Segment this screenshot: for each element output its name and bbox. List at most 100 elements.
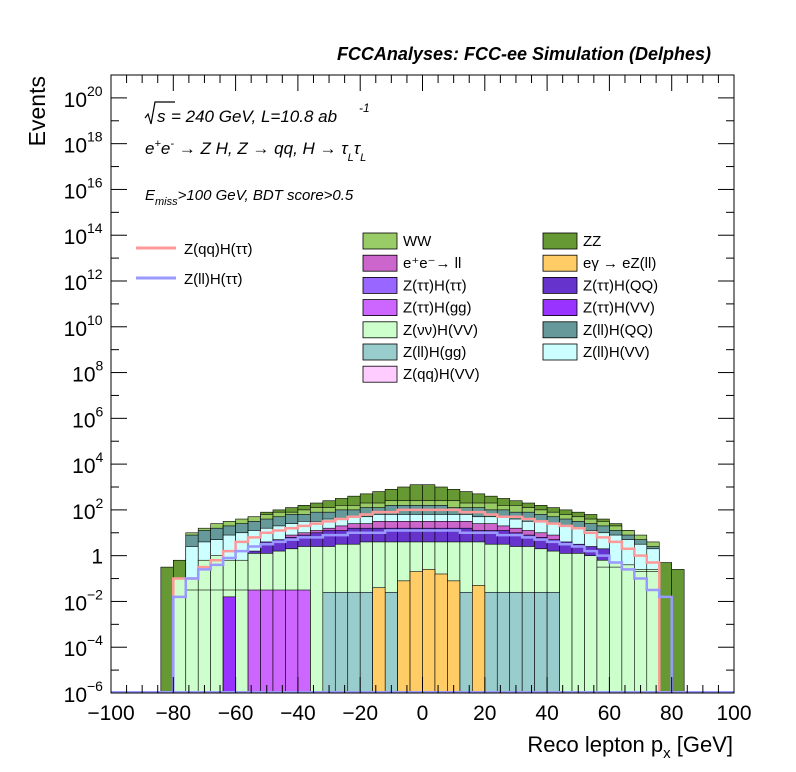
y-tick-exponent: 12 xyxy=(87,266,103,282)
legend-fill-swatch xyxy=(542,321,578,339)
stack-bar xyxy=(584,555,598,693)
legend-fill-swatch xyxy=(362,232,398,250)
x-tick-label: 40 xyxy=(535,702,558,725)
x-tick-label: 100 xyxy=(716,702,751,725)
y-tick-exponent: 14 xyxy=(87,220,103,236)
legend-fill-swatch xyxy=(362,343,398,361)
x-tick-label: −20 xyxy=(342,702,378,725)
y-tick-label: 1 xyxy=(91,546,103,569)
process-bar xyxy=(621,569,635,693)
legend-fill-label: Z(qq)H(VV) xyxy=(403,366,480,383)
legend-fill-label: WW xyxy=(403,233,432,250)
y-tick-label: 10 xyxy=(64,272,87,295)
process-bar xyxy=(634,571,648,693)
legend-fill-swatch xyxy=(362,365,398,383)
process-bar xyxy=(197,589,211,693)
energy-annotation-text: = 240 GeV, L=10.8 ab xyxy=(171,107,337,126)
legend-fill-swatch xyxy=(542,254,578,272)
stack-bar xyxy=(160,566,174,693)
y-tick-exponent: 10 xyxy=(87,312,103,328)
process-bar xyxy=(210,589,224,693)
process-bar xyxy=(285,589,299,693)
y-tick-label: 10 xyxy=(72,364,95,387)
legend-fill-swatch xyxy=(542,343,578,361)
legend-fill-swatch xyxy=(542,299,578,317)
process-bars xyxy=(222,596,236,693)
process-bar xyxy=(422,569,436,693)
legend: Z(qq)H(ττ) Z(ll)H(ττ) WW ZZ e⁺e⁻→ ll eγ → eZ(… xyxy=(136,232,658,383)
process-bar xyxy=(372,587,386,693)
signal-line xyxy=(160,508,685,693)
process-bar xyxy=(484,591,498,693)
process-bar xyxy=(447,580,461,693)
energy-annotation-exponent: -1 xyxy=(359,101,370,115)
y-tick-label: 10 xyxy=(64,638,87,661)
process-bar xyxy=(496,591,511,693)
legend-fill-label: Z(ll)H(VV) xyxy=(583,344,650,361)
y-tick-label: 10 xyxy=(64,592,87,615)
x-tick-label: −80 xyxy=(155,702,191,725)
process-bar xyxy=(247,589,261,693)
x-tick-label: −100 xyxy=(87,702,134,725)
legend-fill-label: eγ → eZ(ll) xyxy=(583,255,656,272)
legend-fill-swatch xyxy=(542,276,578,294)
process-bar xyxy=(397,580,411,693)
legend-fill-label: Z(ττ)H(gg) xyxy=(403,300,472,317)
signal-line xyxy=(160,529,685,693)
legend-fill-label: Z(ll)H(QQ) xyxy=(583,322,653,339)
process-bar xyxy=(322,591,336,693)
legend-fill-label: e⁺e⁻→ ll xyxy=(403,255,461,272)
process-bar xyxy=(260,589,274,693)
y-tick-label: 10 xyxy=(64,318,87,341)
plot-annotations: s = 240 GeV, L=10.8 ab -1 e+e- → Z H, Z → … xyxy=(144,101,370,208)
process-bar xyxy=(409,571,423,693)
process-bar xyxy=(609,566,623,693)
process-bars xyxy=(372,569,486,693)
y-tick-label: 10 xyxy=(64,135,87,158)
legend-fill-label: Z(ll)H(gg) xyxy=(403,344,466,361)
y-tick-label: 10 xyxy=(64,226,87,249)
stack-bar xyxy=(559,553,573,693)
process-bars xyxy=(247,589,311,693)
y-tick-label: 10 xyxy=(72,501,95,524)
legend-fill-label: Z(ττ)H(QQ) xyxy=(583,277,658,294)
y-tick-exponent: −4 xyxy=(87,632,103,648)
legend-fill-label: Z(ττ)H(VV) xyxy=(583,300,655,317)
y-tick-exponent: 8 xyxy=(96,358,104,374)
legend-fill-swatch xyxy=(362,299,398,317)
y-tick-exponent: 18 xyxy=(87,129,103,145)
y-tick-label: 10 xyxy=(64,180,87,203)
x-axis-label: Reco lepton px [GeV] xyxy=(527,732,733,762)
legend-line-label: Z(ll)H(ττ) xyxy=(184,271,243,288)
y-tick-exponent: −6 xyxy=(87,678,103,694)
process-bar xyxy=(509,591,523,693)
legend-fill-label: Z(ττ)H(ττ) xyxy=(403,277,467,294)
process-bar xyxy=(334,591,349,693)
process-bar xyxy=(459,591,473,693)
process-bar xyxy=(384,591,398,693)
y-tick-exponent: 6 xyxy=(96,403,104,419)
legend-fill-swatch xyxy=(362,254,398,272)
y-tick-exponent: 20 xyxy=(87,83,103,99)
axis-ticks: −100 −80 −60 −40 −20 0 20 40 60 80 10010−610−410−2… xyxy=(64,74,752,725)
cut-annotation: Emiss>100 GeV, BDT score>0.5 xyxy=(145,187,354,208)
stack-bar xyxy=(571,553,585,693)
legend-fill-label: ZZ xyxy=(583,233,601,250)
x-tick-label: 0 xyxy=(417,702,429,725)
process-bar xyxy=(222,596,236,693)
process-bar xyxy=(347,591,361,693)
y-tick-exponent: 2 xyxy=(96,495,104,511)
y-tick-label: 10 xyxy=(72,409,95,432)
chart-title: FCCAnalyses: FCC-ee Simulation (Delphes) xyxy=(337,44,711,64)
sqrt-symbol xyxy=(144,101,175,125)
x-tick-label: 80 xyxy=(660,702,683,725)
stack-bar xyxy=(658,562,672,693)
process-bar xyxy=(359,591,373,693)
process-bar xyxy=(434,573,448,693)
x-tick-label: 60 xyxy=(598,702,621,725)
legend-line-label: Z(qq)H(ττ) xyxy=(184,241,253,258)
axis-labels: Reco lepton px [GeV] Events xyxy=(24,76,733,762)
y-tick-exponent: 4 xyxy=(96,449,104,465)
legend-fill-swatch xyxy=(362,276,398,294)
